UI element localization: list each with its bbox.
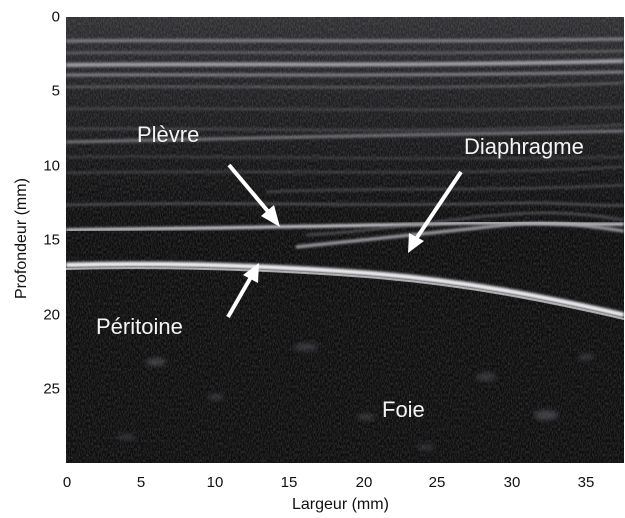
annotation-arrows bbox=[226, 163, 463, 318]
speckle-texture bbox=[66, 17, 624, 463]
y-tick-5: 5 bbox=[51, 82, 60, 100]
liver-speckle bbox=[116, 343, 594, 450]
x-tick-15: 15 bbox=[280, 474, 298, 491]
peritoneum-line bbox=[66, 261, 624, 318]
y-axis-title: Profondeur (mm) bbox=[13, 178, 30, 299]
x-tick-25: 25 bbox=[428, 474, 446, 491]
superficial-layers bbox=[66, 37, 624, 207]
y-tick-20: 20 bbox=[43, 306, 60, 324]
label-plevre: Plèvre bbox=[137, 122, 200, 147]
x-tick-5: 5 bbox=[136, 474, 146, 491]
arrow-diaphragme bbox=[408, 170, 463, 253]
ultrasound-image bbox=[66, 17, 624, 463]
y-tick-15: 15 bbox=[43, 231, 60, 249]
x-axis-title: Largeur (mm) bbox=[292, 496, 389, 513]
label-diaphragme: Diaphragme bbox=[464, 134, 584, 159]
x-tick-30: 30 bbox=[503, 474, 521, 491]
arrow-plevre bbox=[227, 163, 280, 227]
y-tick-0: 0 bbox=[51, 8, 60, 26]
x-tick-20: 20 bbox=[355, 474, 373, 491]
x-tick-10: 10 bbox=[206, 474, 224, 491]
ultrasound-image-canvas bbox=[66, 17, 624, 463]
y-tick-10: 10 bbox=[43, 157, 60, 175]
diaphragm-line bbox=[295, 221, 624, 249]
label-foie: Foie bbox=[382, 397, 425, 422]
x-tick-0: 0 bbox=[62, 474, 72, 491]
label-peritoine: Péritoine bbox=[96, 314, 183, 339]
arrow-peritoine bbox=[226, 263, 259, 318]
x-tick-35: 35 bbox=[577, 474, 595, 491]
y-tick-25: 25 bbox=[43, 380, 60, 398]
